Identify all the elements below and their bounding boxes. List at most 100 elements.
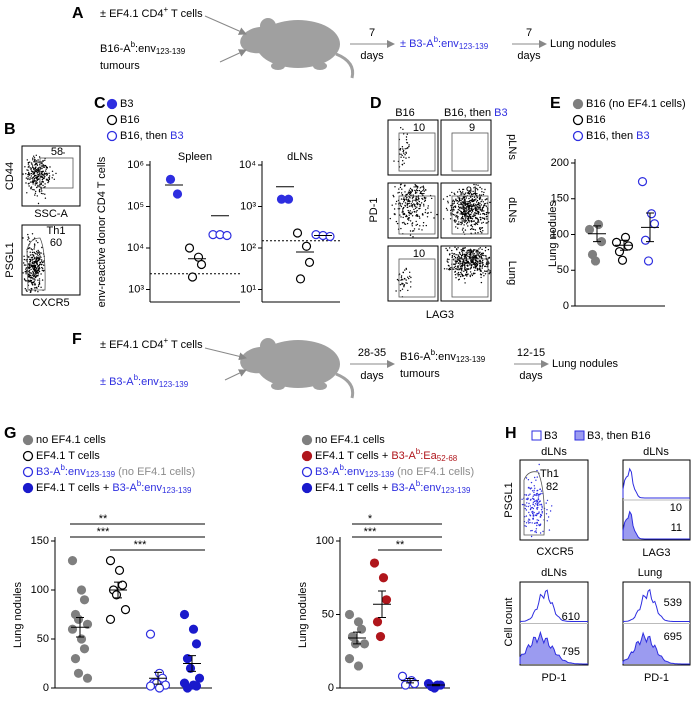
- significance-label: **: [396, 539, 405, 551]
- flow-event: [474, 232, 476, 234]
- flow-event: [484, 199, 486, 201]
- flow-event: [27, 178, 29, 180]
- flow-event: [525, 477, 528, 479]
- flow-event: [472, 193, 474, 195]
- flow-event: [468, 221, 470, 223]
- flow-event: [539, 504, 541, 506]
- flow-event: [30, 260, 32, 262]
- flow-event: [457, 275, 459, 277]
- error-bar: [593, 225, 601, 243]
- flow-event: [462, 188, 465, 191]
- flow-event: [457, 227, 459, 229]
- flow-event: [464, 219, 466, 221]
- flow-event: [52, 174, 54, 176]
- flow-event: [405, 198, 407, 200]
- flow-event: [422, 198, 424, 200]
- flow-event: [462, 262, 464, 265]
- flow-event: [47, 181, 49, 184]
- data-point: [179, 609, 190, 620]
- flow-event: [486, 218, 488, 220]
- flow-event: [409, 271, 411, 273]
- flow-event: [525, 509, 528, 511]
- data-point: [614, 247, 625, 257]
- panel-letter: B: [4, 121, 16, 138]
- flow-event: [27, 183, 30, 185]
- flow-event: [476, 217, 478, 219]
- text-part: T cells: [168, 339, 203, 351]
- flow-event: [469, 271, 472, 273]
- flow-event: [461, 252, 464, 254]
- flow-event: [462, 201, 464, 203]
- error-bar: [406, 677, 414, 684]
- flow-event: [35, 180, 37, 182]
- flow-event: [471, 226, 474, 228]
- flow-event: [536, 502, 539, 504]
- flow-event: [32, 179, 34, 181]
- flow-event: [30, 268, 32, 271]
- flow-event: [407, 147, 409, 149]
- flow-event: [528, 518, 530, 520]
- flow-event: [419, 217, 421, 219]
- flow-event: [36, 270, 38, 272]
- flow-event: [31, 177, 33, 179]
- flow-event: [462, 227, 464, 229]
- flow-event: [402, 211, 404, 213]
- flow-event: [541, 512, 543, 514]
- flow-event: [476, 267, 479, 270]
- data-point: [76, 634, 87, 644]
- flow-event: [22, 237, 24, 239]
- flow-event: [400, 183, 402, 185]
- flow-event: [478, 252, 480, 254]
- flow-event: [485, 213, 488, 216]
- data-point: [73, 614, 84, 625]
- flow-event: [409, 210, 411, 212]
- flow-event: [470, 219, 472, 222]
- flow-event: [521, 503, 524, 506]
- flow-event: [409, 190, 411, 193]
- flow-event: [472, 203, 475, 205]
- flow-event: [43, 264, 45, 266]
- flow-event: [460, 206, 462, 208]
- text-part: ± EF4.1 CD4: [100, 8, 164, 20]
- flow-event: [26, 290, 28, 292]
- flow-event: [465, 213, 467, 216]
- flow-event: [486, 202, 488, 204]
- y-tick-label: 10³: [128, 283, 144, 295]
- data-point: [191, 681, 202, 691]
- flow-plot: [440, 119, 492, 176]
- data-point: [620, 232, 631, 242]
- flow-event: [36, 250, 38, 253]
- flow-event: [546, 509, 548, 511]
- flow-event: [407, 209, 409, 212]
- flow-event: [474, 199, 476, 201]
- flow-event: [42, 160, 45, 162]
- flow-event: [35, 160, 38, 162]
- flow-event: [416, 192, 418, 194]
- plot-title: dLNs: [287, 151, 313, 163]
- flow-event: [464, 220, 466, 222]
- flow-event: [468, 205, 470, 208]
- flow-event: [484, 188, 486, 191]
- flow-event: [476, 223, 479, 225]
- flow-event: [464, 247, 466, 249]
- axis-label: Lung nodules: [547, 200, 559, 267]
- flow-event: [31, 283, 33, 285]
- plot-title: dLNs: [541, 567, 567, 579]
- flow-plot: [21, 145, 81, 207]
- legend-marker: [106, 98, 118, 110]
- flow-event: [480, 194, 483, 196]
- flow-event: [49, 166, 51, 168]
- flow-event: [406, 215, 408, 218]
- flow-event: [411, 201, 414, 203]
- flow-event: [477, 189, 479, 191]
- flow-event: [464, 257, 466, 259]
- flow-event: [36, 275, 38, 277]
- flow-event: [423, 190, 425, 192]
- flow-event: [536, 469, 538, 472]
- flow-event: [35, 190, 37, 193]
- flow-event: [456, 214, 458, 217]
- flow-event: [416, 215, 419, 217]
- flow-event: [402, 150, 404, 153]
- flow-plot: [387, 245, 439, 302]
- flow-event: [431, 197, 433, 200]
